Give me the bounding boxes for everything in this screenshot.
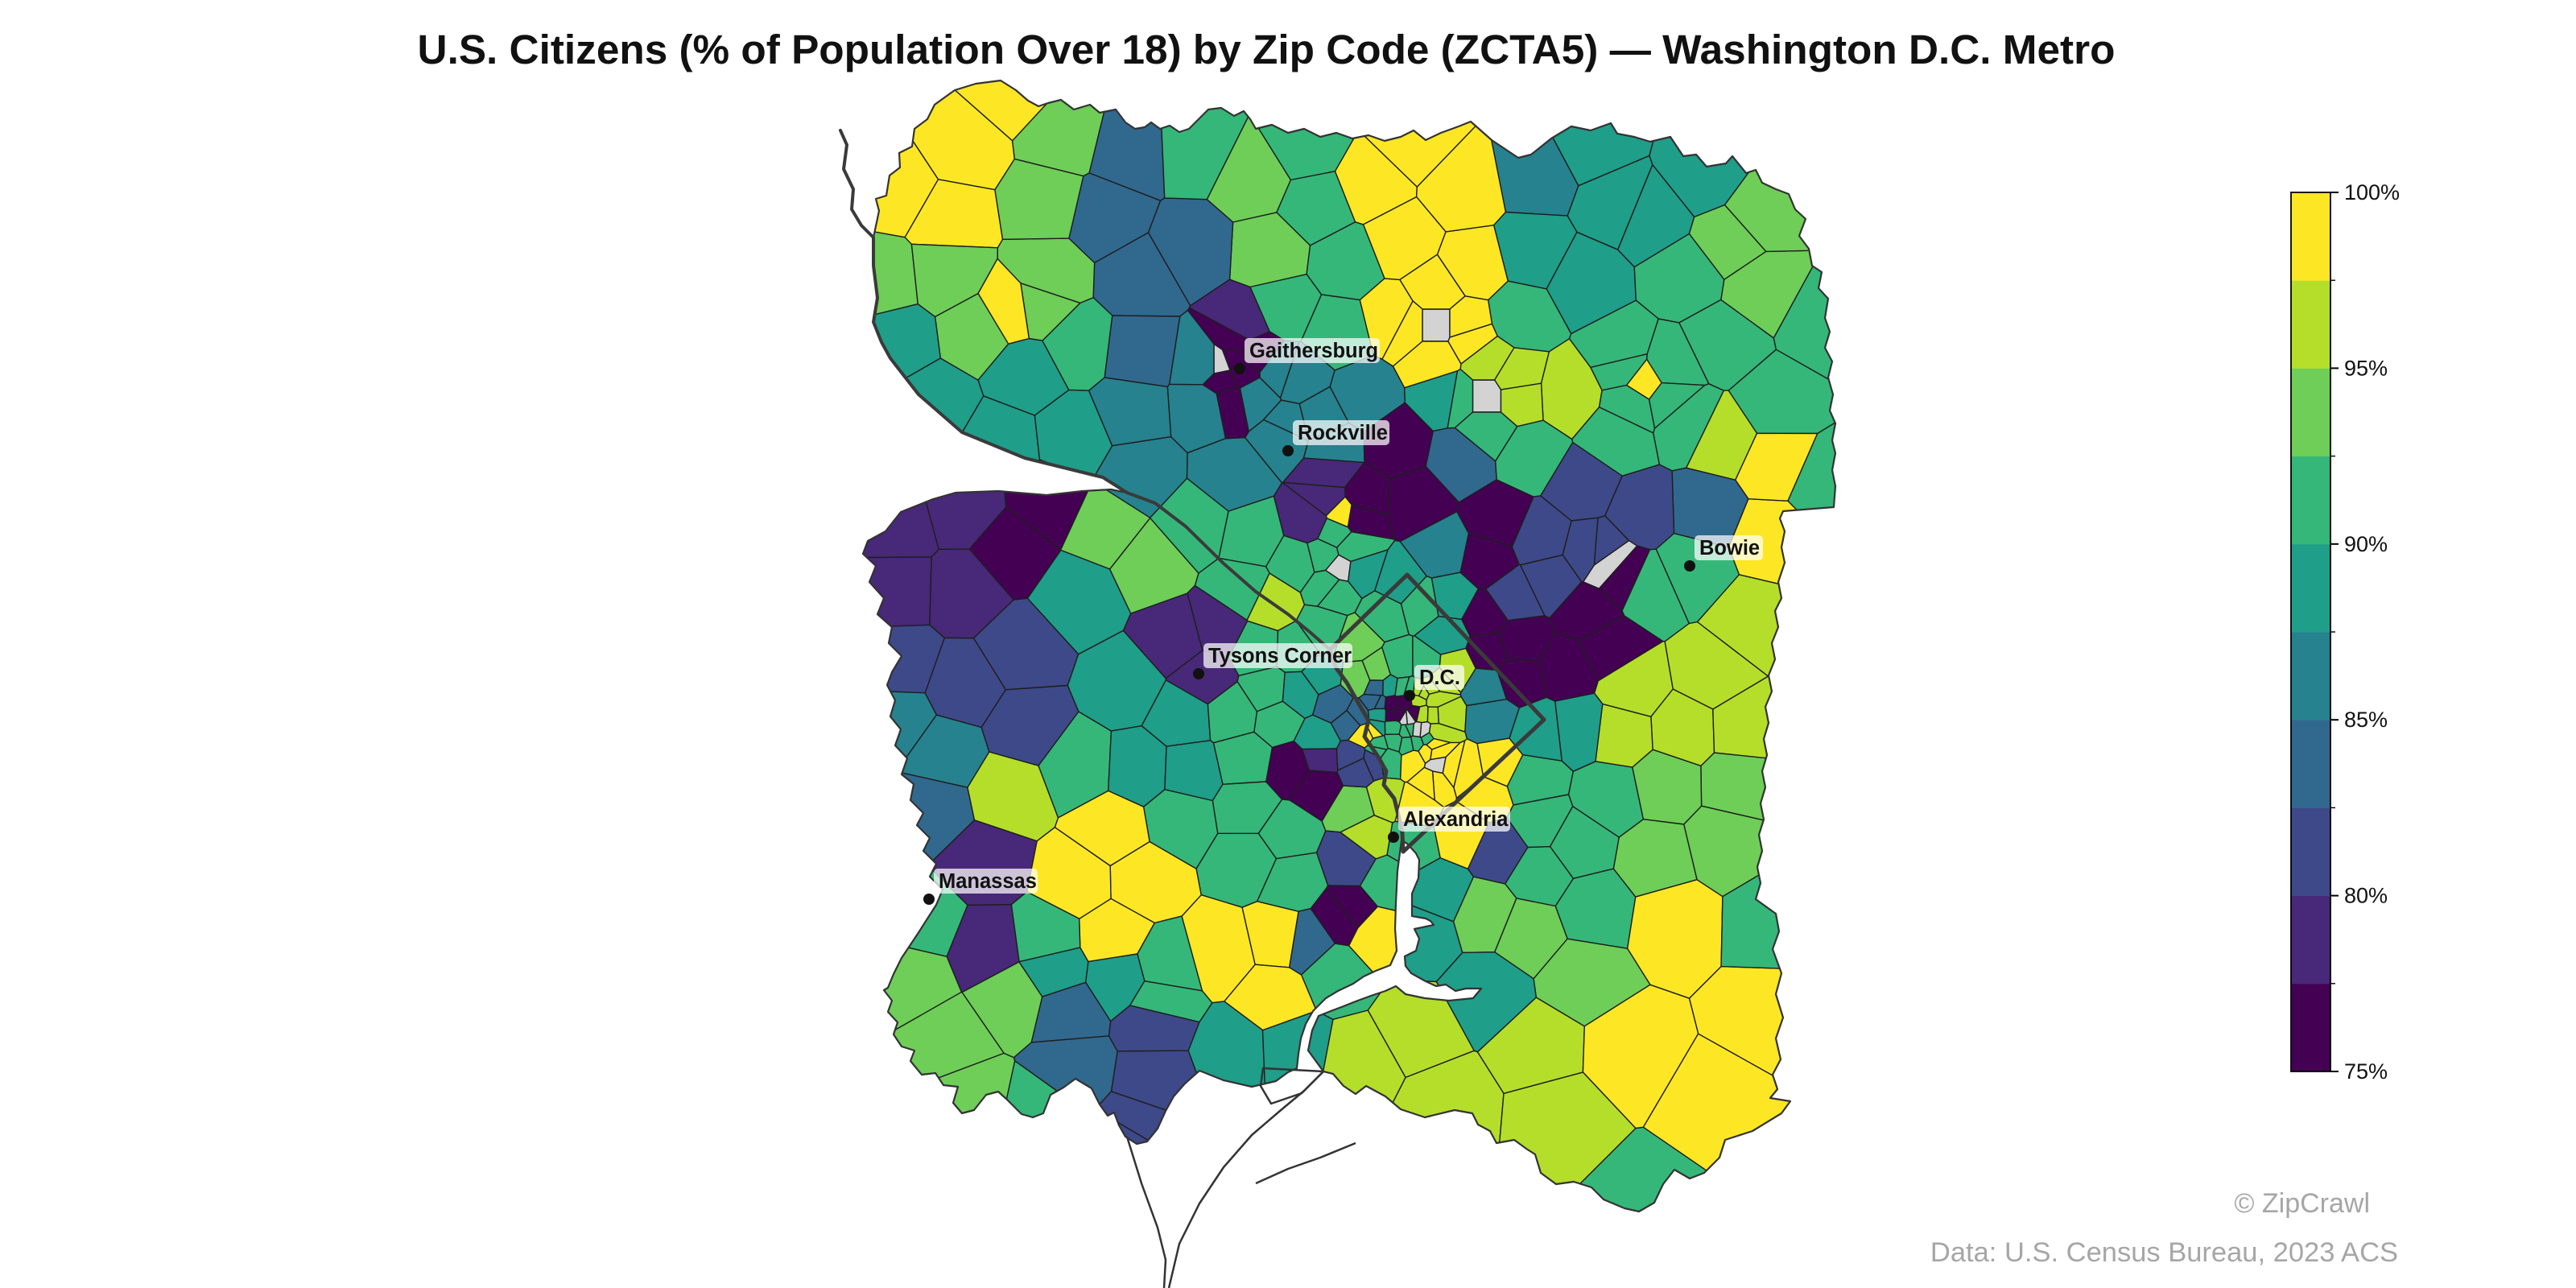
svg-text:Gaithersburg: Gaithersburg — [1249, 340, 1378, 362]
svg-text:95%: 95% — [2344, 356, 2388, 380]
svg-text:Rockville: Rockville — [1298, 422, 1388, 444]
svg-text:Data: U.S. Census Bureau, 2023: Data: U.S. Census Bureau, 2023 ACS — [1930, 1237, 2398, 1268]
svg-text:© ZipCrawl: © ZipCrawl — [2234, 1188, 2370, 1219]
svg-text:D.C.: D.C. — [1419, 667, 1460, 689]
svg-text:Bowie: Bowie — [1699, 537, 1760, 559]
svg-text:Tysons Corner: Tysons Corner — [1208, 645, 1352, 667]
svg-text:80%: 80% — [2344, 884, 2388, 908]
svg-text:Manassas: Manassas — [939, 870, 1037, 893]
svg-text:75%: 75% — [2344, 1059, 2388, 1084]
svg-text:85%: 85% — [2344, 708, 2388, 732]
svg-text:100%: 100% — [2344, 180, 2400, 204]
svg-text:U.S. Citizens (% of Population: U.S. Citizens (% of Population Over 18) … — [418, 27, 2116, 72]
svg-text:Alexandria: Alexandria — [1403, 808, 1509, 831]
svg-text:90%: 90% — [2344, 532, 2388, 556]
